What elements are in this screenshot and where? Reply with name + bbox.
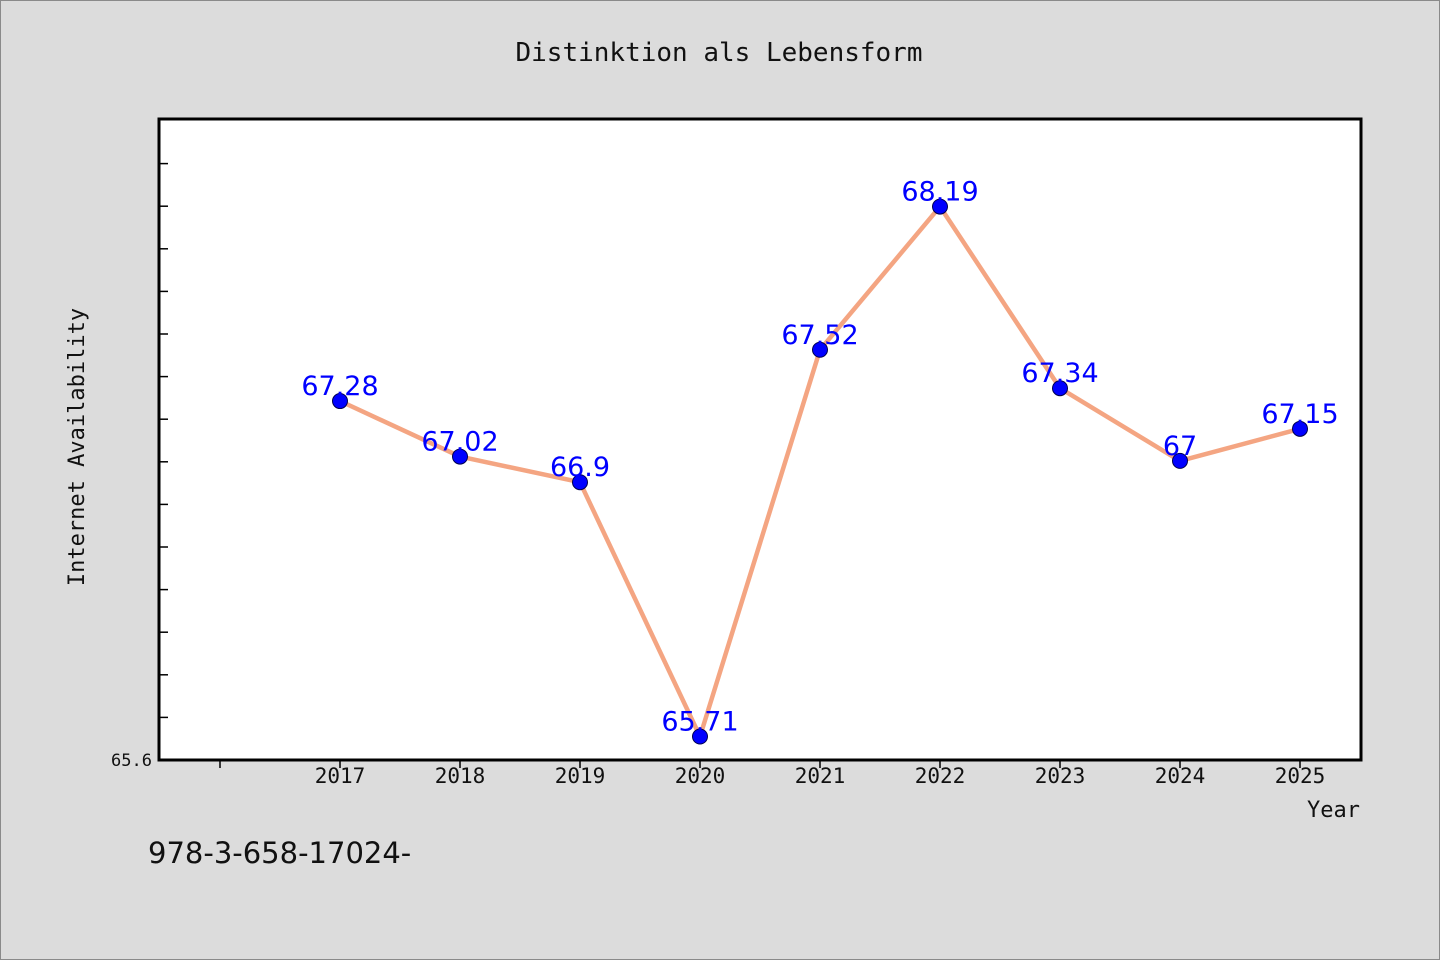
y-axis-min-label: 65.6: [111, 751, 152, 771]
data-point: [1172, 452, 1188, 469]
y-axis-title: Internet Availability: [65, 308, 90, 586]
data-label: 67.02: [421, 427, 498, 458]
x-tick-label: 2020: [675, 764, 726, 788]
data-label: 68.19: [901, 177, 978, 208]
x-tick-label: 2024: [1155, 764, 1206, 788]
y-axis-ticks: [159, 162, 168, 719]
data-point: [1292, 420, 1308, 437]
data-label: 65.71: [661, 706, 738, 737]
chart-title: Distinktion als Lebensform: [516, 38, 923, 68]
x-tick-label: 2018: [435, 764, 486, 788]
data-label: 67: [1163, 431, 1197, 462]
data-point: [932, 198, 948, 215]
x-axis-title: Year: [1307, 798, 1360, 823]
footnote: 978-3-658-17024-: [148, 836, 411, 870]
x-tick-label: 2023: [1035, 764, 1086, 788]
series-layer: 67.28 67.02 66.9 65.71 67.52 68.19 67.34 67 67.1…: [301, 177, 1339, 745]
x-tick-label: 2021: [795, 764, 846, 788]
x-tick-label: 2022: [915, 764, 966, 788]
data-label: 66.9: [550, 452, 610, 483]
data-point: [692, 728, 708, 745]
x-tick-label: 2019: [555, 764, 606, 788]
data-point: [572, 474, 588, 491]
x-tick-label: 2025: [1275, 764, 1326, 788]
data-point: [452, 448, 468, 465]
data-label: 67.34: [1021, 358, 1098, 389]
x-axis-ticks: 2017 2018 2019 2020 2021 2022 2023 2024 2025: [219, 760, 1326, 788]
data-label: 67.28: [301, 371, 378, 402]
data-label: 67.15: [1261, 399, 1338, 430]
data-point: [332, 393, 348, 410]
data-point: [1052, 380, 1068, 397]
x-tick-label: 2017: [315, 764, 366, 788]
plot-area: [157, 117, 1363, 762]
data-point: [812, 341, 828, 358]
data-label: 67.52: [781, 320, 858, 351]
